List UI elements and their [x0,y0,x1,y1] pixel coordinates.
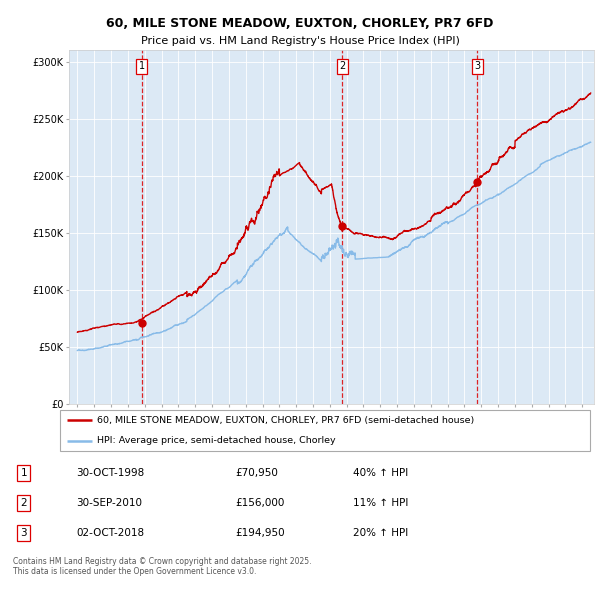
Text: 2: 2 [340,61,346,71]
Text: £70,950: £70,950 [235,468,278,477]
Text: 3: 3 [474,61,480,71]
Text: 02-OCT-2018: 02-OCT-2018 [77,528,145,538]
Text: Contains HM Land Registry data © Crown copyright and database right 2025.
This d: Contains HM Land Registry data © Crown c… [13,557,311,576]
Text: £194,950: £194,950 [235,528,285,538]
Text: 11% ↑ HPI: 11% ↑ HPI [353,498,408,508]
Text: 3: 3 [20,528,27,538]
Text: 60, MILE STONE MEADOW, EUXTON, CHORLEY, PR7 6FD (semi-detached house): 60, MILE STONE MEADOW, EUXTON, CHORLEY, … [97,416,475,425]
Text: 20% ↑ HPI: 20% ↑ HPI [353,528,408,538]
Text: HPI: Average price, semi-detached house, Chorley: HPI: Average price, semi-detached house,… [97,436,336,445]
Text: 40% ↑ HPI: 40% ↑ HPI [353,468,408,477]
Text: 60, MILE STONE MEADOW, EUXTON, CHORLEY, PR7 6FD: 60, MILE STONE MEADOW, EUXTON, CHORLEY, … [106,17,494,30]
Text: £156,000: £156,000 [235,498,284,508]
Text: 1: 1 [139,61,145,71]
Text: 30-SEP-2010: 30-SEP-2010 [77,498,143,508]
Text: 2: 2 [20,498,27,508]
Text: 30-OCT-1998: 30-OCT-1998 [77,468,145,477]
FancyBboxPatch shape [59,410,590,451]
Text: 1: 1 [20,468,27,477]
Text: Price paid vs. HM Land Registry's House Price Index (HPI): Price paid vs. HM Land Registry's House … [140,37,460,46]
